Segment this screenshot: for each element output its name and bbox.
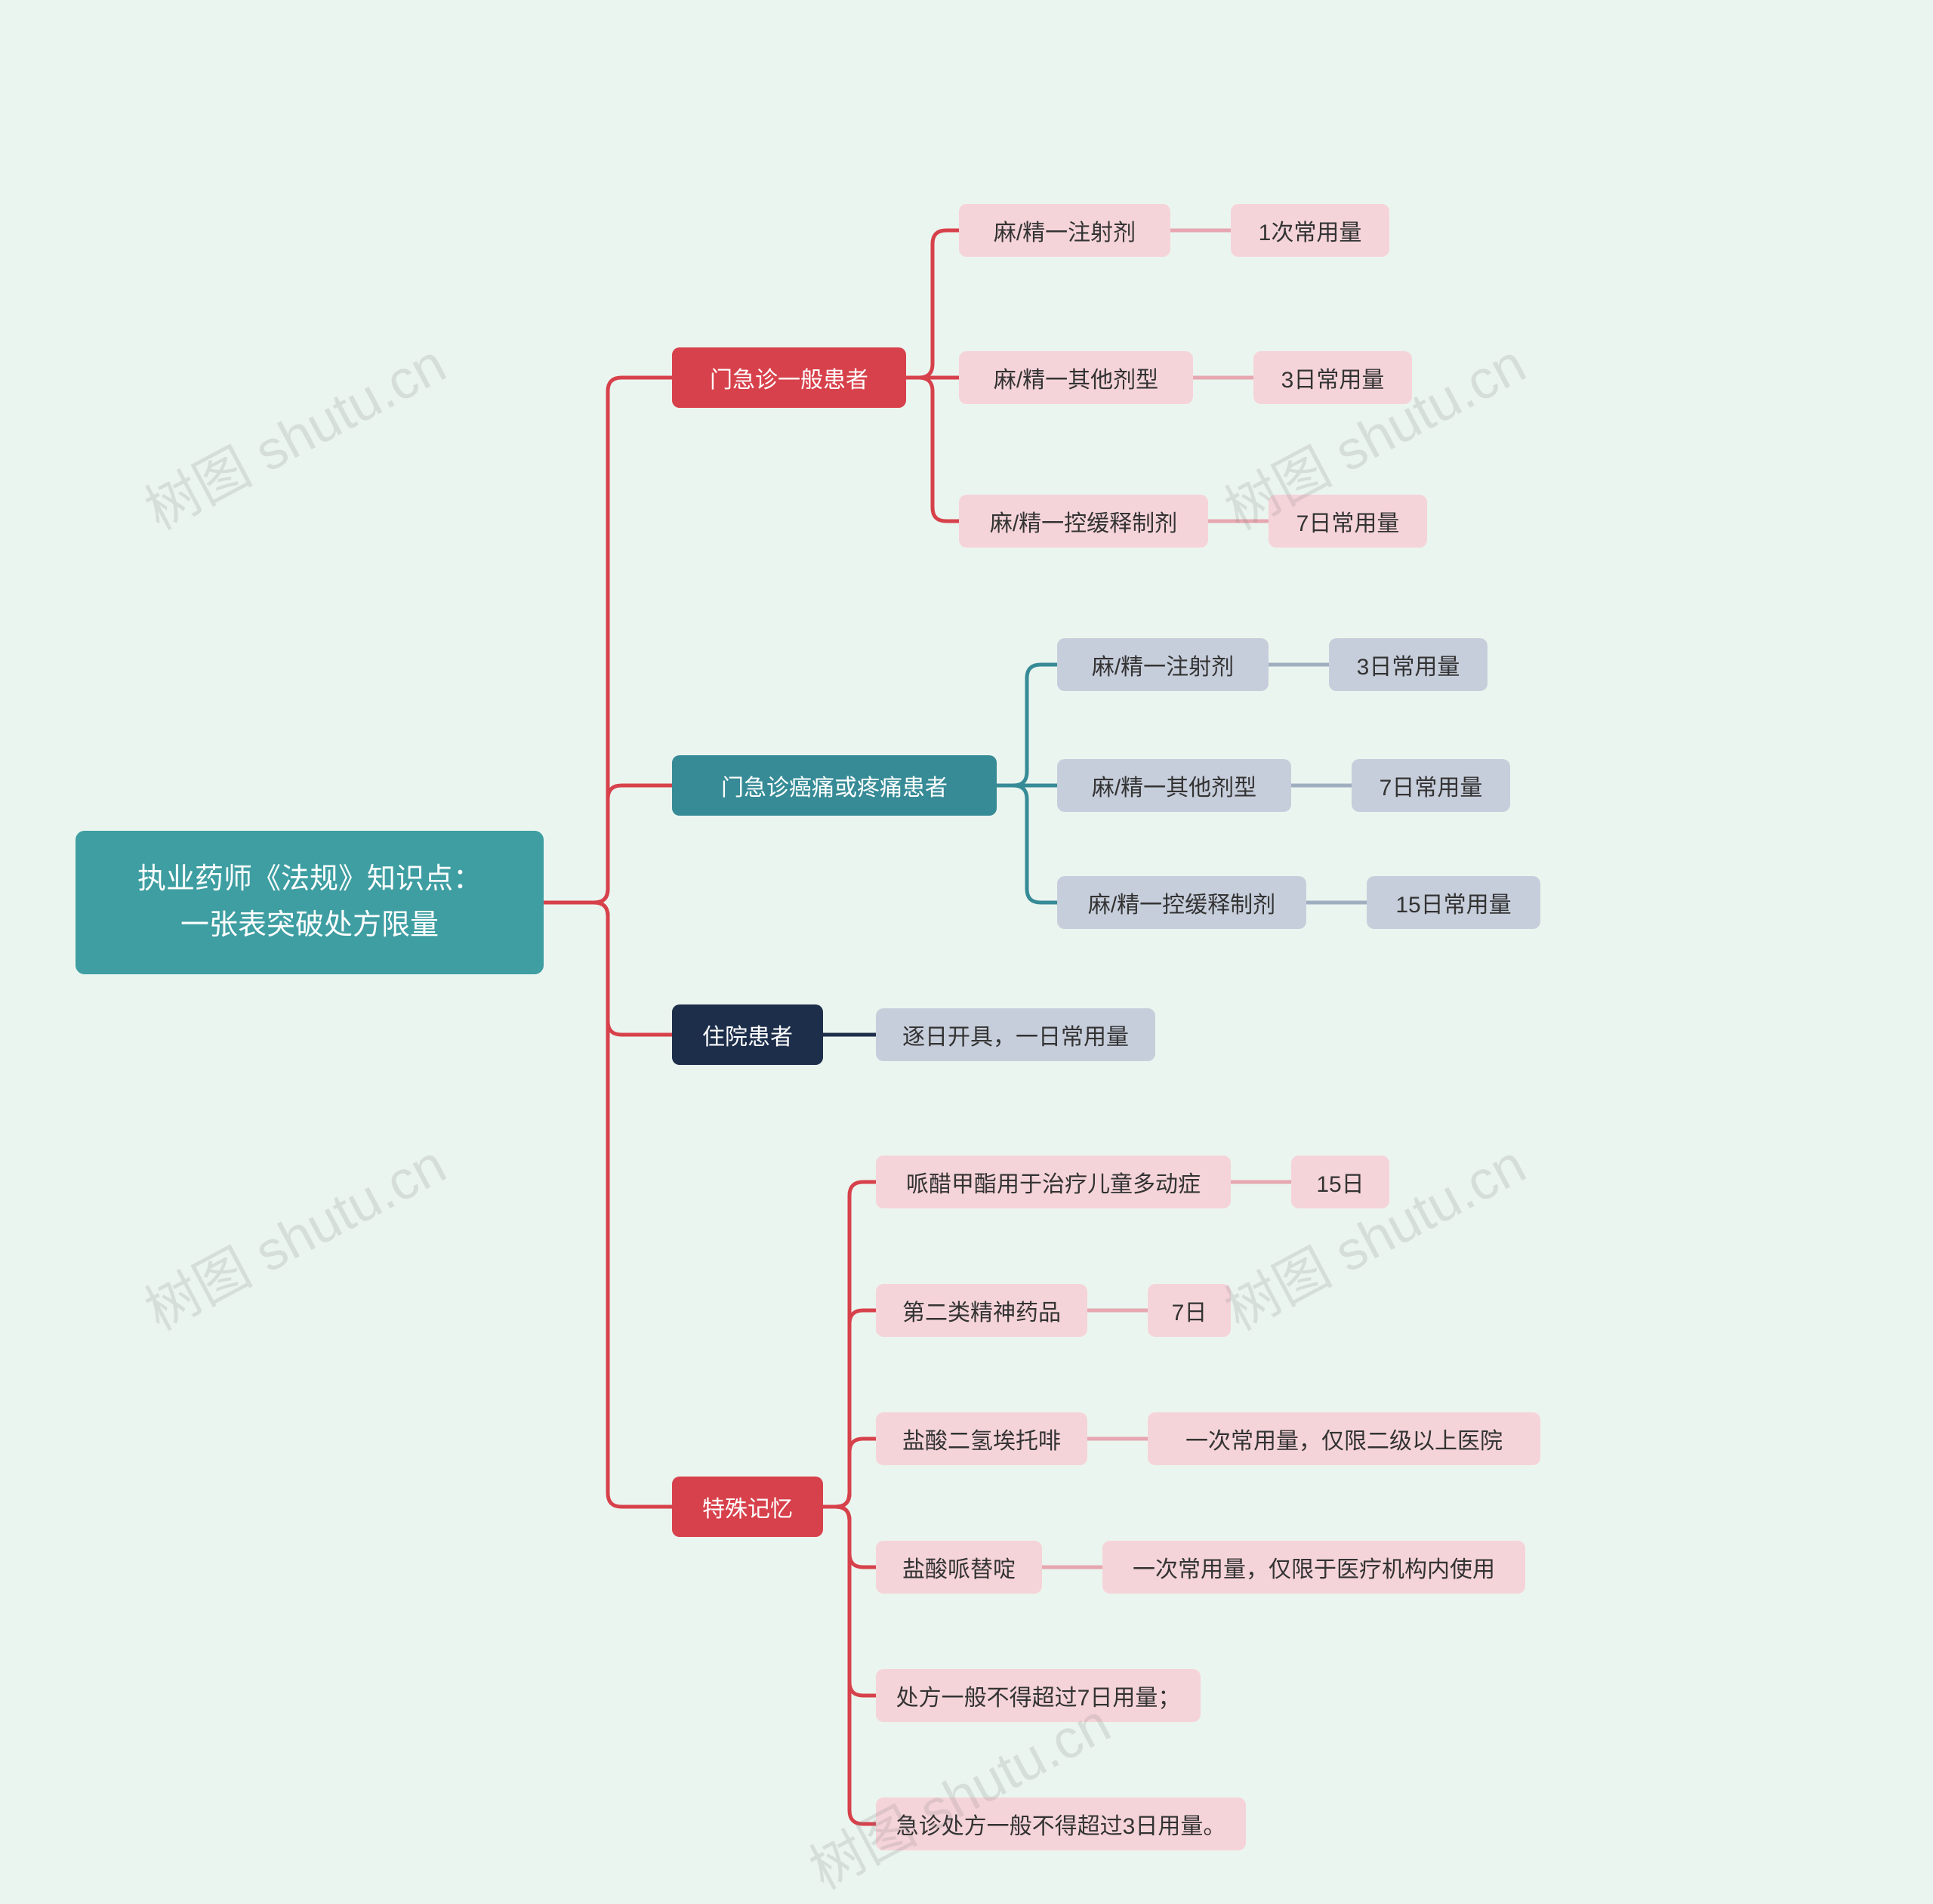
edge-b4-b4c1 bbox=[823, 1182, 876, 1507]
node-b4c1: 哌醋甲酯用于治疗儿童多动症 bbox=[876, 1156, 1231, 1208]
watermark: 树图 shutu.cn bbox=[129, 320, 457, 545]
edge-root-b3 bbox=[544, 903, 672, 1035]
edge-b1-b1c3 bbox=[906, 378, 959, 521]
node-b2c3: 麻/精一控缓释制剂 bbox=[1057, 876, 1306, 929]
node-b3: 住院患者 bbox=[672, 1004, 823, 1065]
node-b1c1v: 1次常用量 bbox=[1231, 204, 1389, 257]
node-b4c3: 盐酸二氢埃托啡 bbox=[876, 1412, 1087, 1465]
node-b1c1: 麻/精一注射剂 bbox=[959, 204, 1170, 257]
node-b2c3v: 15日常用量 bbox=[1367, 876, 1540, 929]
edge-b4-b4c3 bbox=[823, 1439, 876, 1507]
edge-b4-b4c5 bbox=[823, 1507, 876, 1696]
node-b2c1: 麻/精一注射剂 bbox=[1057, 638, 1269, 691]
node-b1c2: 麻/精一其他剂型 bbox=[959, 351, 1193, 404]
node-b4c1v: 15日 bbox=[1291, 1156, 1389, 1208]
node-b2c2: 麻/精一其他剂型 bbox=[1057, 759, 1291, 812]
edge-b2-b2c3 bbox=[997, 785, 1057, 903]
watermark: 树图 shutu.cn bbox=[1209, 1121, 1537, 1345]
node-b4c5: 处方一般不得超过7日用量； bbox=[876, 1669, 1201, 1722]
edge-b4-b4c4 bbox=[823, 1507, 876, 1567]
node-b4c2: 第二类精神药品 bbox=[876, 1284, 1087, 1337]
node-b4c4: 盐酸哌替啶 bbox=[876, 1541, 1042, 1594]
node-b3c1: 逐日开具，一日常用量 bbox=[876, 1008, 1155, 1061]
edge-b1-b1c1 bbox=[906, 230, 959, 378]
node-b4: 特殊记忆 bbox=[672, 1477, 823, 1537]
node-root: 执业药师《法规》知识点： 一张表突破处方限量 bbox=[76, 831, 544, 974]
watermark: 树图 shutu.cn bbox=[129, 1121, 457, 1345]
node-b4c6: 急诊处方一般不得超过3日用量。 bbox=[876, 1798, 1246, 1850]
edge-b4-b4c6 bbox=[823, 1507, 876, 1824]
node-b2c1v: 3日常用量 bbox=[1329, 638, 1488, 691]
node-b4c2v: 7日 bbox=[1148, 1284, 1231, 1337]
edge-b4-b4c2 bbox=[823, 1310, 876, 1507]
node-b2: 门急诊癌痛或疼痛患者 bbox=[672, 755, 997, 816]
edge-b2-b2c1 bbox=[997, 665, 1057, 785]
node-b4c4v: 一次常用量，仅限于医疗机构内使用 bbox=[1102, 1541, 1525, 1594]
node-b2c2v: 7日常用量 bbox=[1352, 759, 1510, 812]
node-b4c3v: 一次常用量，仅限二级以上医院 bbox=[1148, 1412, 1540, 1465]
node-b1c3v: 7日常用量 bbox=[1269, 495, 1427, 548]
node-b1c2v: 3日常用量 bbox=[1253, 351, 1412, 404]
edge-root-b4 bbox=[544, 903, 672, 1507]
edge-root-b1 bbox=[544, 378, 672, 903]
edge-root-b2 bbox=[544, 785, 672, 903]
node-b1c3: 麻/精一控缓释制剂 bbox=[959, 495, 1208, 548]
node-b1: 门急诊一般患者 bbox=[672, 347, 906, 408]
